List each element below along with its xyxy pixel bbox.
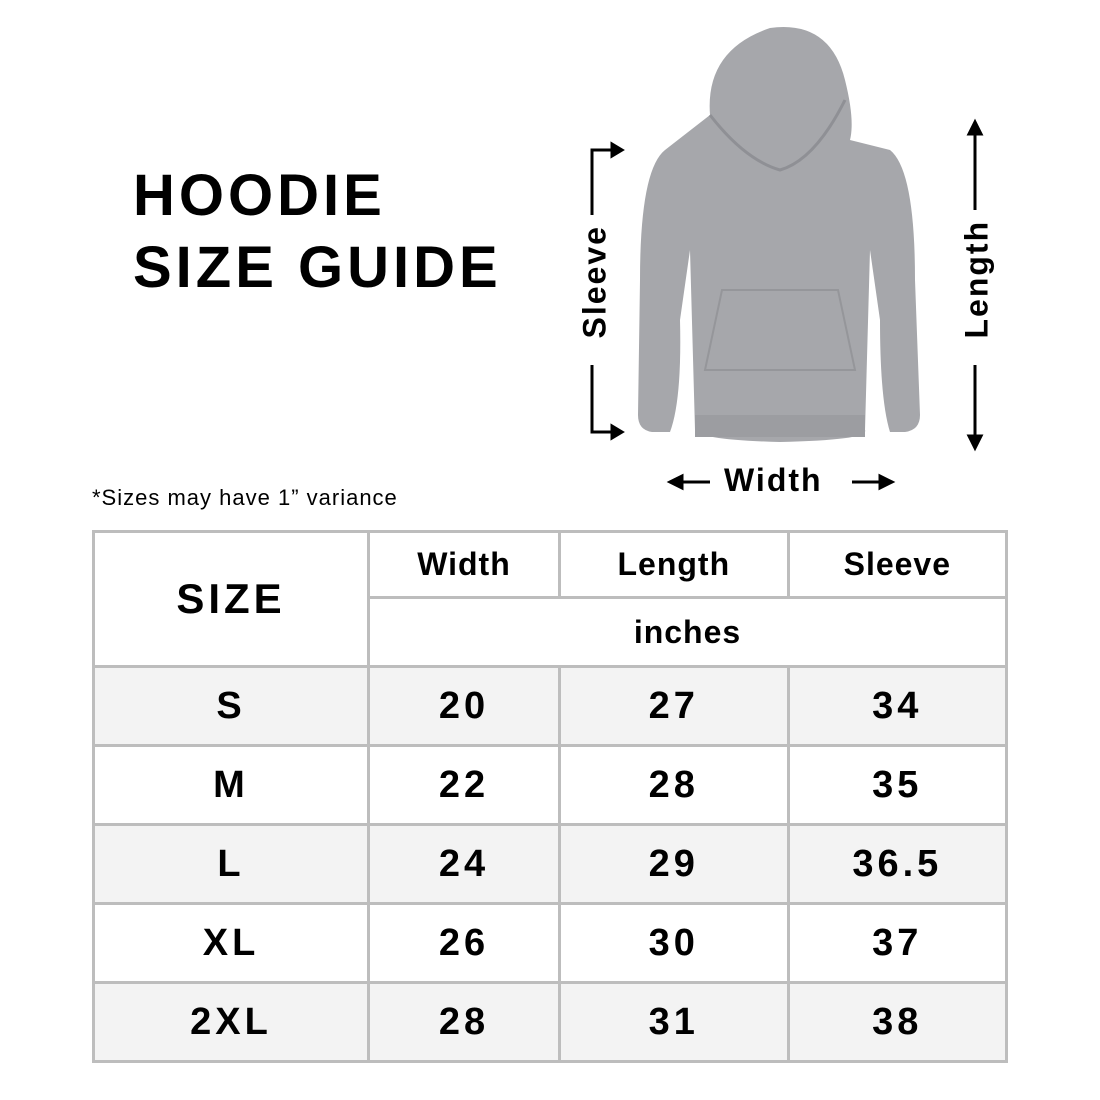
col-header-width: Width [367,530,561,599]
length-cell: 29 [557,823,790,905]
sleeve-label: Sleeve [576,225,613,339]
width-cell: 22 [367,744,561,826]
sleeve-cell: 36.5 [786,823,1009,905]
length-cell: 27 [557,665,790,747]
size-header: SIZE [92,530,370,668]
col-header-length: Length [557,530,790,599]
length-arrow [966,118,984,452]
sleeve-arrow [590,141,625,441]
sleeve-cell: 34 [786,665,1009,747]
length-cell: 28 [557,744,790,826]
size-cell: XL [92,902,370,984]
title-line-2: SIZE GUIDE [133,235,502,300]
size-cell: 2XL [92,981,370,1063]
sleeve-cell: 35 [786,744,1009,826]
header-row: SIZE Width Length Sleeve [92,530,1009,668]
size-table: SIZE Width Length Sleeve inches S 20 27 … [92,530,1009,1063]
hoodie-image [638,27,920,442]
size-cell: L [92,823,370,905]
table-row: S 20 27 34 [92,665,1009,747]
variance-note: *Sizes may have 1” variance [92,485,398,510]
width-cell: 26 [367,902,561,984]
width-cell: 24 [367,823,561,905]
page-title: HOODIE SIZE GUIDE [133,160,502,304]
unit-label: inches [367,596,1008,668]
table-row: XL 26 30 37 [92,902,1009,984]
width-label: Width [724,462,823,498]
hoodie-diagram [590,27,984,491]
width-cell: 20 [367,665,561,747]
length-cell: 30 [557,902,790,984]
table-row: M 22 28 35 [92,744,1009,826]
length-cell: 31 [557,981,790,1063]
table-row: L 24 29 36.5 [92,823,1009,905]
title-line-1: HOODIE [133,163,386,228]
col-header-sleeve: Sleeve [786,530,1009,599]
width-cell: 28 [367,981,561,1063]
sleeve-cell: 38 [786,981,1009,1063]
size-cell: M [92,744,370,826]
length-label: Length [958,219,995,339]
size-cell: S [92,665,370,747]
width-arrow [666,473,896,491]
table-row: 2XL 28 31 38 [92,981,1009,1063]
unit-row: inches [94,596,1008,668]
sleeve-cell: 37 [786,902,1009,984]
